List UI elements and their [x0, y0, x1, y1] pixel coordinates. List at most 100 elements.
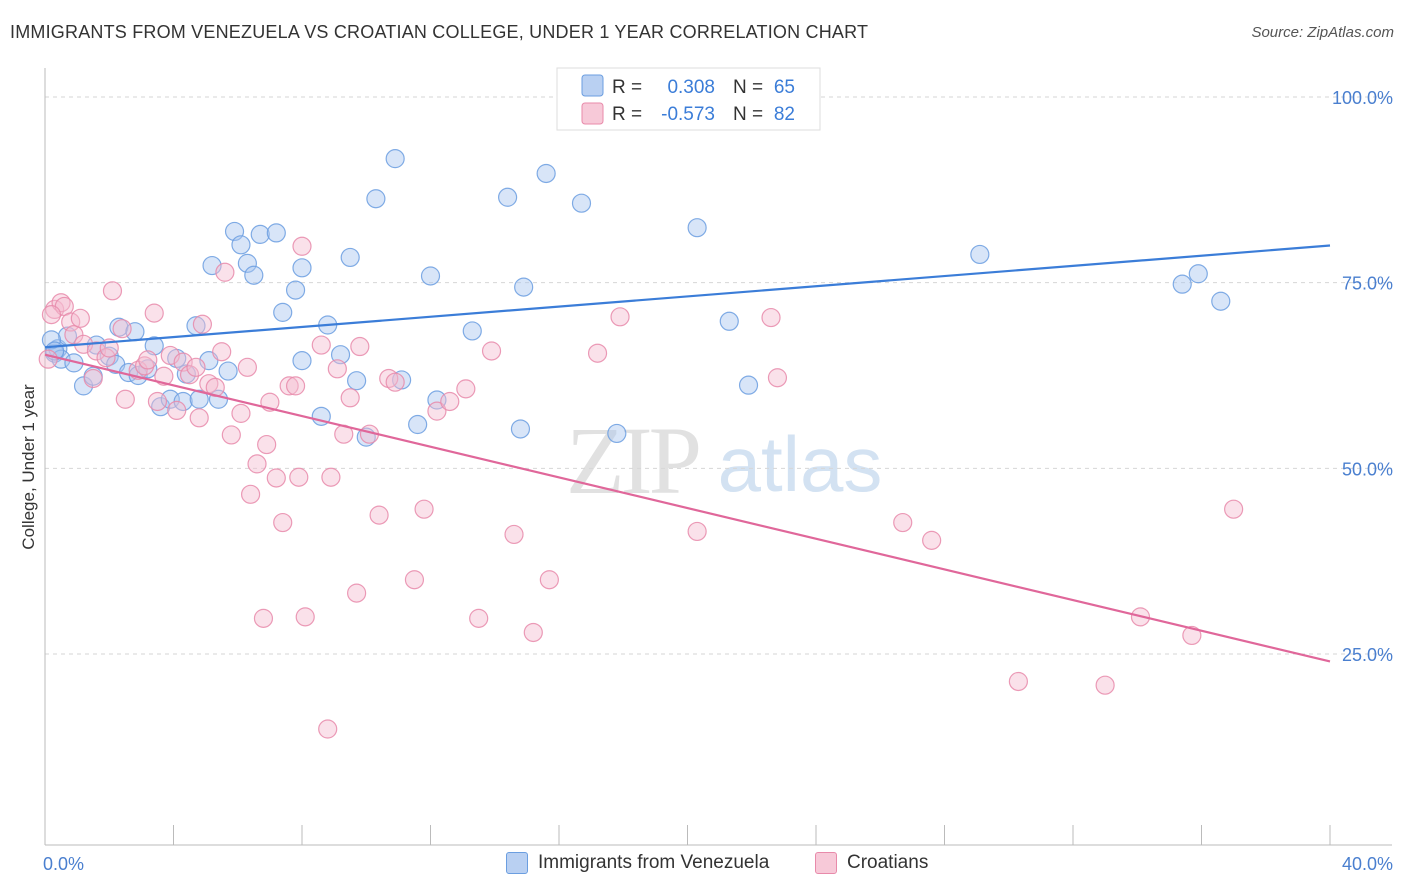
croatians-point [369, 505, 389, 525]
venezuela-point [41, 330, 62, 350]
croatians-point [61, 312, 81, 332]
legend-item-croatians[interactable]: Croatians [815, 852, 928, 874]
venezuela-point [273, 302, 293, 322]
legend-label-venezuela: Immigrants from Venezuela [538, 852, 770, 873]
croatians-point [289, 467, 309, 487]
venezuela-point [109, 317, 129, 337]
croatians-point [893, 512, 913, 533]
croatians-point [1095, 675, 1115, 695]
venezuela-point [571, 193, 592, 213]
legend-item-venezuela[interactable]: Immigrants from Venezuela [506, 852, 769, 874]
series-venezuela-points [41, 149, 1231, 447]
venezuela-point [1172, 274, 1192, 294]
trend-lines [44, 244, 1331, 663]
croatians-point [138, 350, 158, 370]
croatians-point [186, 357, 206, 377]
venezuela-point [266, 223, 286, 243]
croatians-point [311, 335, 331, 355]
croatians-point [327, 359, 347, 379]
croatians-point [83, 368, 103, 389]
croatians-point [192, 314, 213, 334]
croatians-point [257, 434, 277, 455]
x-tick-labels: 0.0% 40.0% [43, 854, 1393, 874]
croatians-point [273, 512, 293, 533]
venezuela-point [970, 244, 990, 265]
trend-line-croatians [44, 353, 1331, 663]
croatians-point [173, 352, 193, 372]
legend-swatch-croatians-bottom [815, 852, 837, 874]
venezuela-point [144, 336, 164, 356]
croatians-point [115, 389, 135, 409]
croatians-point [221, 425, 241, 445]
croatians-point [504, 524, 524, 545]
croatians-point [247, 454, 267, 474]
croatians-point [469, 608, 489, 628]
venezuela-point [510, 419, 531, 439]
y-tick-label: 50.0% [1342, 459, 1393, 479]
croatians-point [318, 719, 338, 739]
croatians-point [687, 521, 707, 542]
legend-n-value-1: 65 [774, 77, 795, 98]
croatians-point [64, 325, 84, 345]
legend-r-value-1: 0.308 [667, 77, 715, 98]
trend-line-venezuela [44, 244, 1331, 349]
croatians-point [41, 305, 62, 325]
croatians-point [414, 499, 434, 519]
legend-swatch-venezuela [581, 74, 604, 97]
venezuela-point [285, 280, 306, 300]
croatians-point [237, 357, 257, 377]
croatians-point [154, 366, 174, 386]
croatians-point [241, 484, 261, 504]
legend-label-croatians: Croatians [847, 852, 929, 873]
venezuela-point [687, 218, 707, 238]
croatians-point [147, 391, 168, 412]
croatians-point [456, 379, 476, 399]
venezuela-point [231, 235, 251, 255]
venezuela-point [462, 321, 482, 341]
croatians-point [340, 388, 360, 408]
series-legend: Immigrants from Venezuela Croatians [0, 852, 1406, 878]
venezuela-point [151, 397, 171, 417]
croatians-point [179, 365, 200, 385]
croatians-point [321, 467, 341, 487]
venezuela-point [340, 247, 360, 268]
legend-r-label-1: R = [612, 77, 642, 98]
venezuela-point [719, 311, 739, 331]
croatians-point [350, 336, 370, 357]
legend-n-label-2: N = [733, 104, 763, 125]
venezuela-point [292, 351, 312, 371]
venezuela-point [498, 187, 518, 207]
legend-swatch-venezuela-bottom [506, 852, 528, 874]
y-axis-label: College, Under 1 year [19, 384, 38, 550]
croatians-point [295, 607, 315, 627]
legend-stats: R = 0.308 N = 65 R = -0.573 N = 82 [556, 67, 821, 131]
croatians-point [102, 281, 123, 301]
croatians-point [285, 376, 306, 396]
croatians-point [279, 376, 299, 396]
watermark: ZIP atlas [566, 407, 882, 514]
watermark-zip: ZIP [566, 407, 699, 514]
x-tick-label: 40.0% [1342, 854, 1393, 874]
croatians-point [215, 262, 235, 282]
croatians-point [189, 408, 209, 428]
croatians-point [922, 530, 942, 550]
venezuela-point [218, 361, 238, 381]
venezuela-point [536, 163, 556, 184]
croatians-point [523, 622, 543, 643]
croatians-point [212, 342, 232, 362]
venezuela-point [385, 149, 405, 169]
chart-title: IMMIGRANTS FROM VENEZUELA VS CROATIAN CO… [10, 22, 869, 42]
legend-n-label-1: N = [733, 77, 763, 98]
venezuela-point [250, 224, 270, 244]
venezuela-point [420, 266, 441, 286]
croatians-point [427, 401, 447, 421]
croatians-point [404, 570, 425, 590]
croatians-point [767, 368, 788, 388]
y-tick-labels: 100.0% 75.0% 50.0% 25.0% [1332, 88, 1393, 665]
croatians-point [38, 349, 58, 369]
venezuela-point [607, 423, 627, 444]
croatians-point [70, 308, 90, 328]
croatians-point [231, 403, 251, 423]
venezuela-point [738, 375, 759, 395]
venezuela-point [366, 189, 386, 209]
